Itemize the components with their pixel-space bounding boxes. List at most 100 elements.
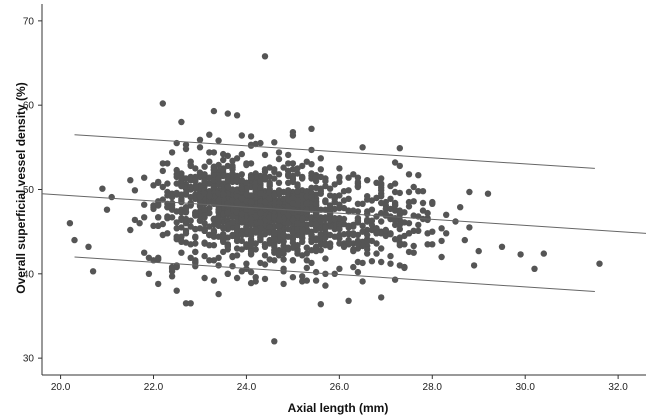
data-point bbox=[233, 177, 241, 184]
data-point bbox=[215, 290, 222, 298]
data-point bbox=[378, 184, 385, 191]
data-point bbox=[257, 224, 264, 231]
data-point bbox=[359, 278, 366, 285]
data-point bbox=[196, 144, 204, 151]
data-point bbox=[336, 215, 343, 222]
data-point bbox=[312, 226, 320, 234]
data-point bbox=[271, 338, 278, 345]
data-point bbox=[182, 230, 190, 237]
data-point bbox=[206, 131, 213, 138]
data-point bbox=[322, 255, 329, 262]
data-point bbox=[164, 180, 171, 187]
data-point bbox=[378, 218, 385, 225]
data-point bbox=[247, 174, 255, 181]
data-point bbox=[303, 200, 310, 207]
x-tick-label: 32.0 bbox=[608, 382, 628, 393]
data-point bbox=[331, 215, 338, 223]
data-point bbox=[224, 209, 231, 216]
data-point bbox=[312, 268, 320, 276]
data-point bbox=[350, 231, 357, 239]
data-point bbox=[350, 207, 357, 214]
data-point bbox=[266, 195, 273, 202]
data-point bbox=[271, 257, 278, 264]
data-point bbox=[326, 231, 334, 239]
data-point bbox=[238, 195, 245, 202]
regression-line-upper bbox=[74, 134, 595, 169]
data-point bbox=[410, 198, 417, 205]
data-point bbox=[141, 174, 148, 181]
data-point bbox=[252, 274, 259, 281]
data-point bbox=[359, 222, 366, 229]
data-point bbox=[285, 220, 292, 227]
data-point bbox=[475, 247, 482, 255]
data-point bbox=[215, 175, 222, 182]
data-point bbox=[252, 140, 259, 148]
data-point bbox=[322, 198, 329, 206]
data-point bbox=[233, 112, 241, 119]
data-point bbox=[280, 231, 287, 239]
data-point bbox=[238, 185, 245, 192]
data-point bbox=[378, 258, 385, 266]
data-point bbox=[322, 206, 329, 213]
data-point bbox=[178, 233, 185, 240]
data-point bbox=[391, 236, 399, 243]
data-point bbox=[457, 204, 464, 211]
data-point bbox=[173, 208, 180, 215]
data-point bbox=[596, 260, 603, 267]
data-point bbox=[312, 200, 320, 207]
data-point bbox=[312, 220, 320, 228]
data-point bbox=[405, 220, 413, 227]
data-point bbox=[131, 187, 139, 194]
data-point bbox=[164, 160, 171, 167]
data-point bbox=[354, 217, 362, 224]
data-point bbox=[261, 176, 269, 183]
data-point bbox=[401, 241, 408, 248]
data-point bbox=[159, 167, 166, 175]
data-point bbox=[178, 215, 185, 222]
data-point bbox=[257, 259, 264, 267]
data-point bbox=[233, 274, 241, 282]
data-point bbox=[373, 240, 380, 247]
data-point bbox=[419, 199, 427, 207]
data-point bbox=[247, 279, 255, 287]
data-point bbox=[261, 166, 269, 173]
data-point bbox=[350, 247, 357, 255]
data-point bbox=[285, 225, 292, 233]
data-point bbox=[364, 208, 371, 215]
data-point bbox=[364, 177, 371, 184]
data-point bbox=[429, 200, 436, 207]
data-point bbox=[299, 162, 306, 170]
data-point bbox=[391, 215, 399, 222]
data-point bbox=[312, 236, 320, 244]
data-point bbox=[410, 183, 417, 191]
data-point bbox=[368, 217, 376, 224]
data-point bbox=[257, 209, 264, 217]
data-point bbox=[243, 191, 250, 198]
data-point bbox=[178, 170, 185, 177]
data-points bbox=[66, 53, 603, 345]
data-point bbox=[461, 236, 468, 244]
data-point bbox=[220, 225, 227, 232]
data-point bbox=[71, 236, 78, 244]
data-point bbox=[308, 125, 315, 132]
data-point bbox=[261, 275, 269, 283]
data-point bbox=[308, 231, 315, 239]
data-point bbox=[350, 171, 357, 178]
data-point bbox=[373, 250, 380, 257]
regression-line-lower bbox=[74, 256, 595, 293]
data-point bbox=[182, 145, 190, 153]
data-point bbox=[312, 247, 320, 255]
data-point bbox=[206, 231, 213, 239]
data-point bbox=[317, 185, 324, 192]
data-point bbox=[303, 264, 310, 272]
data-point bbox=[410, 249, 417, 256]
data-point bbox=[257, 219, 264, 226]
data-point bbox=[220, 238, 227, 245]
data-point bbox=[280, 164, 287, 171]
data-point bbox=[150, 222, 157, 229]
data-point bbox=[289, 257, 297, 264]
data-point bbox=[206, 257, 213, 264]
data-point bbox=[336, 204, 343, 212]
data-point bbox=[210, 277, 218, 284]
data-point bbox=[257, 190, 264, 197]
